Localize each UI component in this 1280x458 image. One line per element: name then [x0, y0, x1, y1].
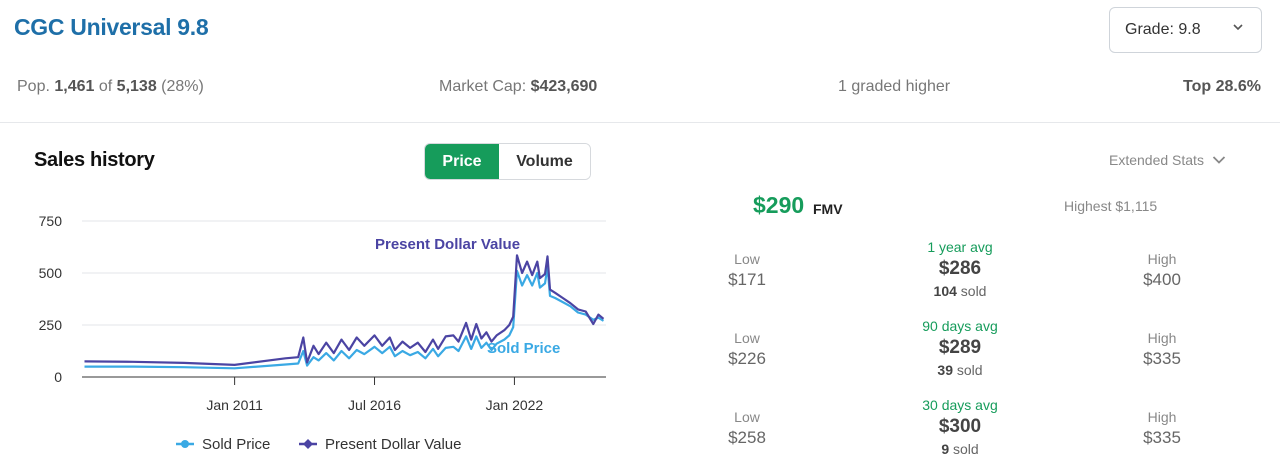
sold-number: 104 — [933, 283, 957, 299]
series-line — [84, 265, 605, 370]
chevron-down-icon — [1233, 24, 1243, 31]
pop-count: 1,461 — [54, 78, 95, 95]
legend-marker — [303, 439, 313, 449]
y-tick-label: 500 — [39, 265, 63, 281]
high-cell: High $335 — [1122, 329, 1202, 371]
y-tick-label: 0 — [54, 369, 62, 385]
avg-cell: 90 days avg $289 39 sold — [870, 317, 1050, 379]
price-volume-toggle: Price Volume — [424, 143, 591, 180]
extended-stats-label: Extended Stats — [1109, 152, 1204, 168]
sold-suffix: sold — [956, 362, 983, 378]
sales-history-title: Sales history — [34, 149, 155, 171]
sales-history-chart: 0 250 500 750 Jan 2011 Jul 2016 Jan 2022 Presen… — [39, 213, 606, 453]
price-tab[interactable]: Price — [425, 144, 499, 179]
pop-of: of — [98, 78, 113, 95]
high-value: $400 — [1143, 270, 1181, 289]
graded-higher-stat: 1 graded higher — [838, 78, 951, 95]
sold-count: 9 sold — [870, 440, 1050, 458]
avg-label: 1 year avg — [927, 239, 993, 255]
present-dollar-value-annotation: Present Dollar Value — [375, 236, 520, 253]
avg-value: $300 — [938, 416, 982, 437]
y-tick-label: 250 — [39, 317, 63, 333]
high-label: High — [1147, 409, 1177, 425]
y-tick-label: 750 — [39, 213, 63, 229]
pop-total: 5,138 — [116, 78, 157, 95]
volume-tab[interactable]: Volume — [499, 144, 590, 179]
extended-stats-toggle[interactable]: Extended Stats — [1109, 152, 1226, 168]
x-tick-label: Jul 2016 — [348, 397, 401, 413]
sold-count: 39 sold — [870, 361, 1050, 379]
low-cell: Low $171 — [707, 250, 787, 292]
fmv-label: FMV — [813, 201, 843, 217]
stat-row-1-year: Low $171 1 year avg $286 104 sold High $… — [700, 238, 1260, 314]
fmv-value: $290 — [753, 192, 805, 218]
grade-select[interactable]: Grade: 9.8 — [1109, 7, 1262, 53]
divider — [0, 122, 1280, 123]
market-cap-value: $423,690 — [530, 78, 598, 95]
low-cell: Low $258 — [707, 408, 787, 450]
low-label: Low — [734, 330, 760, 346]
top-percent-stat: Top 28.6% — [1183, 78, 1261, 95]
stat-row-30-days: Low $258 30 days avg $300 9 sold High $3… — [700, 396, 1260, 458]
avg-label: 30 days avg — [922, 397, 998, 413]
sold-number: 39 — [937, 362, 953, 378]
sold-suffix: sold — [960, 283, 987, 299]
low-value: $258 — [728, 428, 766, 447]
avg-cell: 1 year avg $286 104 sold — [870, 238, 1050, 300]
low-value: $171 — [728, 270, 766, 289]
sold-suffix: sold — [953, 441, 979, 457]
high-label: High — [1147, 251, 1177, 267]
pop-prefix: Pop. — [17, 78, 50, 95]
low-value: $226 — [728, 349, 766, 368]
avg-label: 90 days avg — [922, 318, 998, 334]
low-label: Low — [734, 251, 760, 267]
sold-price-annotation: Sold Price — [487, 340, 560, 357]
avg-value: $289 — [938, 337, 982, 358]
page-title: CGC Universal 9.8 — [14, 14, 209, 40]
high-value: $335 — [1143, 349, 1181, 368]
chevron-down-icon — [1212, 156, 1226, 164]
market-cap-stat: Market Cap: $423,690 — [439, 78, 597, 96]
low-cell: Low $226 — [707, 329, 787, 371]
high-label: High — [1147, 330, 1177, 346]
legend-label: Sold Price — [202, 436, 270, 453]
grade-select-label: Grade: 9.8 — [1125, 21, 1201, 38]
high-value: $335 — [1143, 428, 1181, 447]
high-cell: High $335 — [1122, 408, 1202, 450]
sold-count: 104 sold — [870, 282, 1050, 300]
avg-value: $286 — [938, 258, 982, 279]
low-label: Low — [734, 409, 760, 425]
pop-pct: (28%) — [161, 78, 204, 95]
series-line — [84, 254, 605, 366]
highest-price: Highest $1,115 — [1064, 198, 1158, 214]
avg-cell: 30 days avg $300 9 sold — [870, 396, 1050, 458]
population-stat: Pop. 1,461 of 5,138 (28%) — [17, 78, 204, 96]
legend-label: Present Dollar Value — [325, 436, 461, 453]
high-cell: High $400 — [1122, 250, 1202, 292]
market-cap-label: Market Cap: — [439, 78, 527, 95]
x-tick-label: Jan 2022 — [486, 397, 544, 413]
legend-marker — [181, 440, 189, 448]
sold-number: 9 — [941, 441, 950, 457]
stat-row-90-days: Low $226 90 days avg $289 39 sold High $… — [700, 317, 1260, 393]
x-tick-label: Jan 2011 — [206, 397, 263, 413]
